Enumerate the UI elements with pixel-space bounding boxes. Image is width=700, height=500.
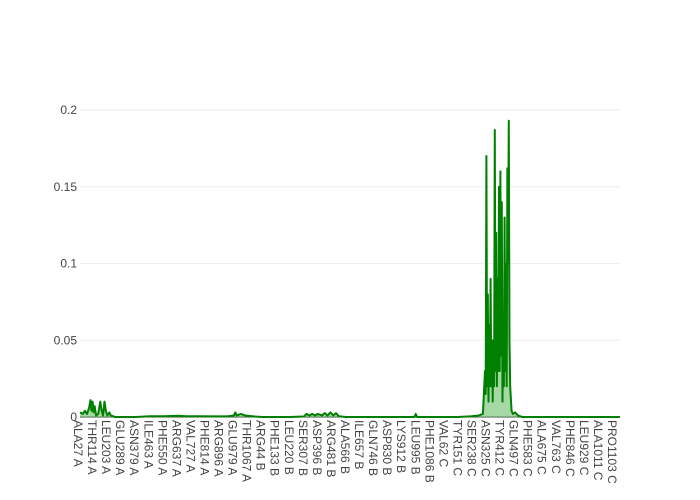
x-tick-label: ALA27 A (71, 420, 85, 467)
x-tick-label: ARG481 B (324, 420, 338, 477)
x-tick-label: SER307 B (296, 420, 310, 476)
series-area (80, 120, 620, 417)
x-tick-label: GLN746 B (366, 420, 380, 476)
x-tick-label: TYR151 C (450, 420, 464, 476)
grid-layer (80, 109, 620, 418)
x-tick-label: ASP396 B (310, 420, 324, 475)
x-tick-label: VAL763 C (549, 420, 563, 474)
x-tick-label: PHE583 C (521, 420, 535, 477)
x-tick-label: THR1067 A (240, 420, 254, 482)
x-tick-label: LEU203 A (99, 420, 113, 474)
x-tick-label: ILE657 B (352, 420, 366, 469)
x-tick-label: ARG896 A (212, 420, 226, 477)
y-tick-label: 0.1 (60, 257, 77, 271)
plot-layer (79, 119, 620, 418)
x-tick-label: PHE133 B (268, 420, 282, 476)
x-tick-label: ASP830 B (380, 420, 394, 475)
x-tick-label: PHE550 A (155, 420, 169, 475)
x-tick-label: LEU220 B (282, 420, 296, 475)
x-tick-label: PHE846 C (563, 420, 577, 477)
y-tick-label: 0.05 (54, 333, 78, 347)
x-tick-label: LEU995 B (408, 420, 422, 475)
series-line (79, 119, 620, 418)
x-tick-label: ILE463 A (141, 420, 155, 469)
y-axis: 0 0.05 0.1 0.15 0.2 (54, 103, 78, 424)
x-tick-label: VAL727 A (183, 420, 197, 473)
x-tick-label: TYR412 C (493, 420, 507, 476)
y-tick-label: 0.2 (60, 103, 77, 117)
y-tick-label: 0.15 (54, 180, 78, 194)
x-tick-label: PRO1103 C (605, 420, 619, 484)
x-tick-label: THR114 A (85, 420, 99, 474)
x-tick-label: SER238 C (464, 420, 478, 477)
x-tick-label: PHE814 A (197, 420, 211, 475)
x-tick-label: ALA566 B (338, 420, 352, 474)
y-tick-label: 0 (70, 410, 77, 424)
x-tick-label: ALA1011 C (591, 420, 605, 481)
x-tick-label: GLU979 A (226, 420, 240, 475)
x-tick-label: ARG637 A (169, 420, 183, 477)
x-tick-label: ASN379 A (127, 420, 141, 475)
x-tick-label: GLN497 C (507, 420, 521, 477)
x-tick-label: ALA675 C (535, 420, 549, 475)
x-tick-label: LEU929 C (577, 420, 591, 476)
x-tick-label: LYS912 B (394, 420, 408, 473)
x-tick-label: ARG44 B (254, 420, 268, 471)
x-tick-label: ASN325 C (479, 420, 493, 477)
x-tick-label: VAL62 C (436, 420, 450, 467)
x-tick-label: GLU289 A (113, 420, 127, 475)
x-tick-label: PHE1086 B (422, 420, 436, 483)
